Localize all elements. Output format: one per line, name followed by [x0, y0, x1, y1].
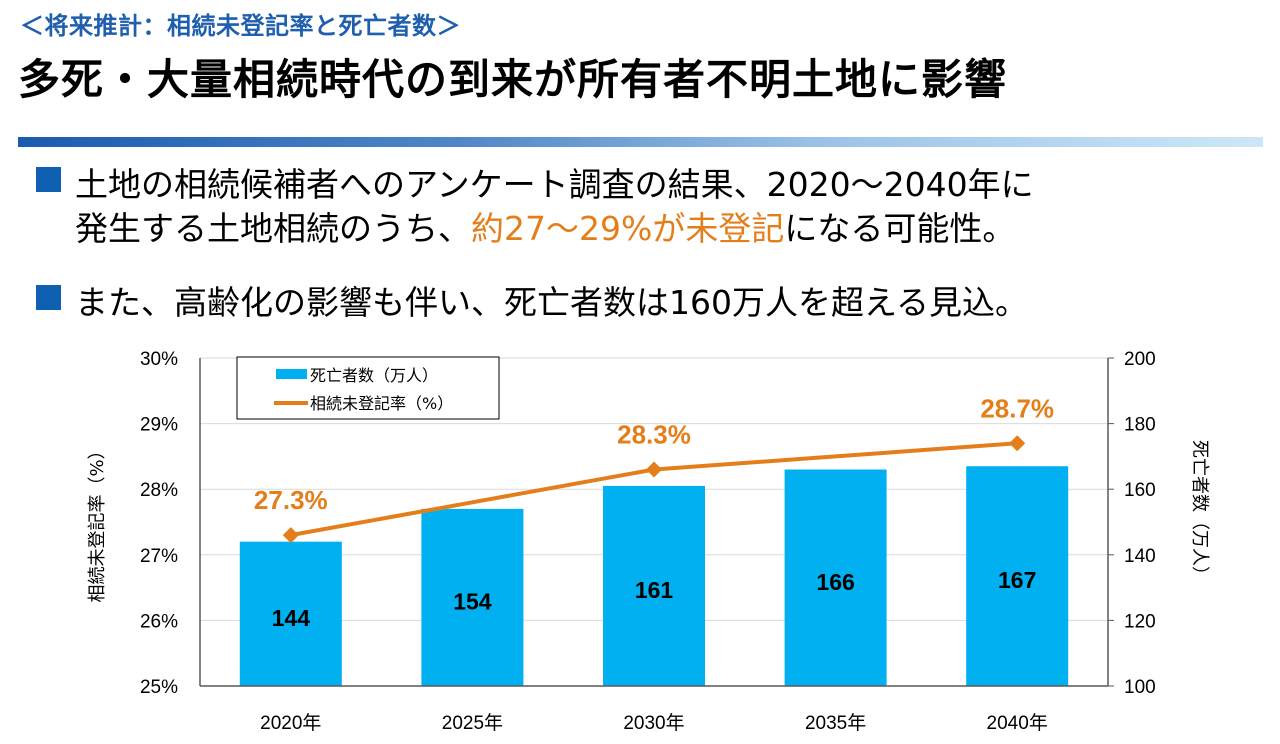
left-axis-ticks: 25% 26% 27% 28% 29% 30% — [140, 349, 178, 698]
x-tick-label: 2030年 — [623, 712, 684, 734]
right-tick-label: 200 — [1124, 349, 1156, 370]
line-marker-diamond — [1009, 435, 1026, 452]
right-tick-label: 180 — [1124, 415, 1156, 436]
left-tick-label: 29% — [140, 415, 178, 436]
bar-2025年 — [421, 508, 524, 686]
bar-2035年 — [784, 469, 887, 686]
bullet-text-continued: 発生する土地相続のうち、約27～29%が未登記になる可能性。 — [36, 207, 1034, 251]
left-tick-label: 28% — [140, 480, 178, 501]
title-divider — [18, 137, 1263, 147]
left-tick-label: 30% — [140, 349, 178, 370]
line-value-label: 28.3% — [617, 420, 691, 450]
line-marker-diamond — [282, 527, 299, 544]
left-tick-label: 25% — [140, 677, 178, 698]
bar-value-label: 167 — [998, 567, 1036, 593]
x-tick-label: 2020年 — [260, 712, 321, 734]
left-tick-label: 26% — [140, 611, 178, 632]
bar-series — [239, 466, 1069, 686]
slide-title: 多死・大量相続時代の到来が所有者不明土地に影響 — [18, 55, 1008, 104]
bar-value-label: 154 — [453, 588, 492, 614]
square-bullet-icon — [36, 285, 61, 310]
bar-data-labels: 144 154 161 166 167 — [272, 567, 1037, 631]
slide-subtitle: ＜将来推計：相続未登記率と死亡者数＞ — [20, 12, 461, 40]
line-data-labels: 27.3% 28.3% 28.7% — [254, 393, 1054, 515]
bar-2040年 — [966, 466, 1069, 686]
bullet-text: また、高齢化の影響も伴い、死亡者数は160万人を超える見込。 — [75, 283, 1028, 322]
legend-label-bar: 死亡者数（万人） — [310, 366, 438, 385]
line-marker-diamond — [646, 461, 662, 478]
left-axis-title: 相続未登記率（%） — [87, 441, 108, 602]
line-series — [282, 435, 1026, 544]
highlight-text: 約27～29%が未登記 — [471, 209, 785, 248]
combo-chart: 144 154 161 166 167 27.3% 28.3% 28.7% 25% 26% 27… — [87, 349, 1210, 734]
legend-bar-swatch — [276, 369, 307, 379]
bullet-item: 土地の相続候補者へのアンケート調査の結果、2020～2040年に 発生する土地相… — [36, 163, 1034, 251]
right-tick-label: 160 — [1124, 480, 1156, 501]
bullet-text-part: になる可能性。 — [784, 209, 1016, 248]
bar-value-label: 161 — [635, 577, 674, 603]
bar-value-label: 144 — [272, 605, 311, 631]
bullet-text-part: 発生する土地相続のうち、 — [75, 209, 471, 248]
left-tick-label: 27% — [140, 546, 178, 567]
right-tick-label: 120 — [1124, 611, 1156, 632]
bar-2020年 — [239, 541, 342, 686]
right-tick-label: 100 — [1124, 677, 1156, 698]
square-bullet-icon — [36, 167, 61, 192]
line-value-label: 28.7% — [980, 393, 1054, 423]
legend-label-line: 相続未登記率（%） — [310, 394, 453, 413]
bar-2030年 — [603, 485, 705, 686]
right-tick-label: 140 — [1124, 546, 1156, 567]
axes — [199, 358, 1109, 687]
x-axis-ticks: 2020年 2025年 2030年 2035年 2040年 — [260, 712, 1048, 734]
legend: 死亡者数（万人） 相続未登記率（%） — [236, 356, 500, 420]
x-tick-label: 2025年 — [442, 712, 503, 734]
line-value-label: 27.3% — [254, 485, 328, 515]
bullet-text: 土地の相続候補者へのアンケート調査の結果、2020～2040年に — [75, 165, 1034, 204]
bullet-item: また、高齢化の影響も伴い、死亡者数は160万人を超える見込。 — [36, 281, 1028, 325]
bar-value-label: 166 — [816, 569, 854, 595]
x-tick-label: 2040年 — [987, 712, 1048, 734]
x-tick-label: 2035年 — [805, 712, 866, 734]
legend-box — [236, 356, 500, 420]
right-axis-title: 死亡者数（万人） — [1189, 440, 1210, 584]
right-axis-ticks: 100 120 140 160 180 200 — [1108, 349, 1156, 698]
